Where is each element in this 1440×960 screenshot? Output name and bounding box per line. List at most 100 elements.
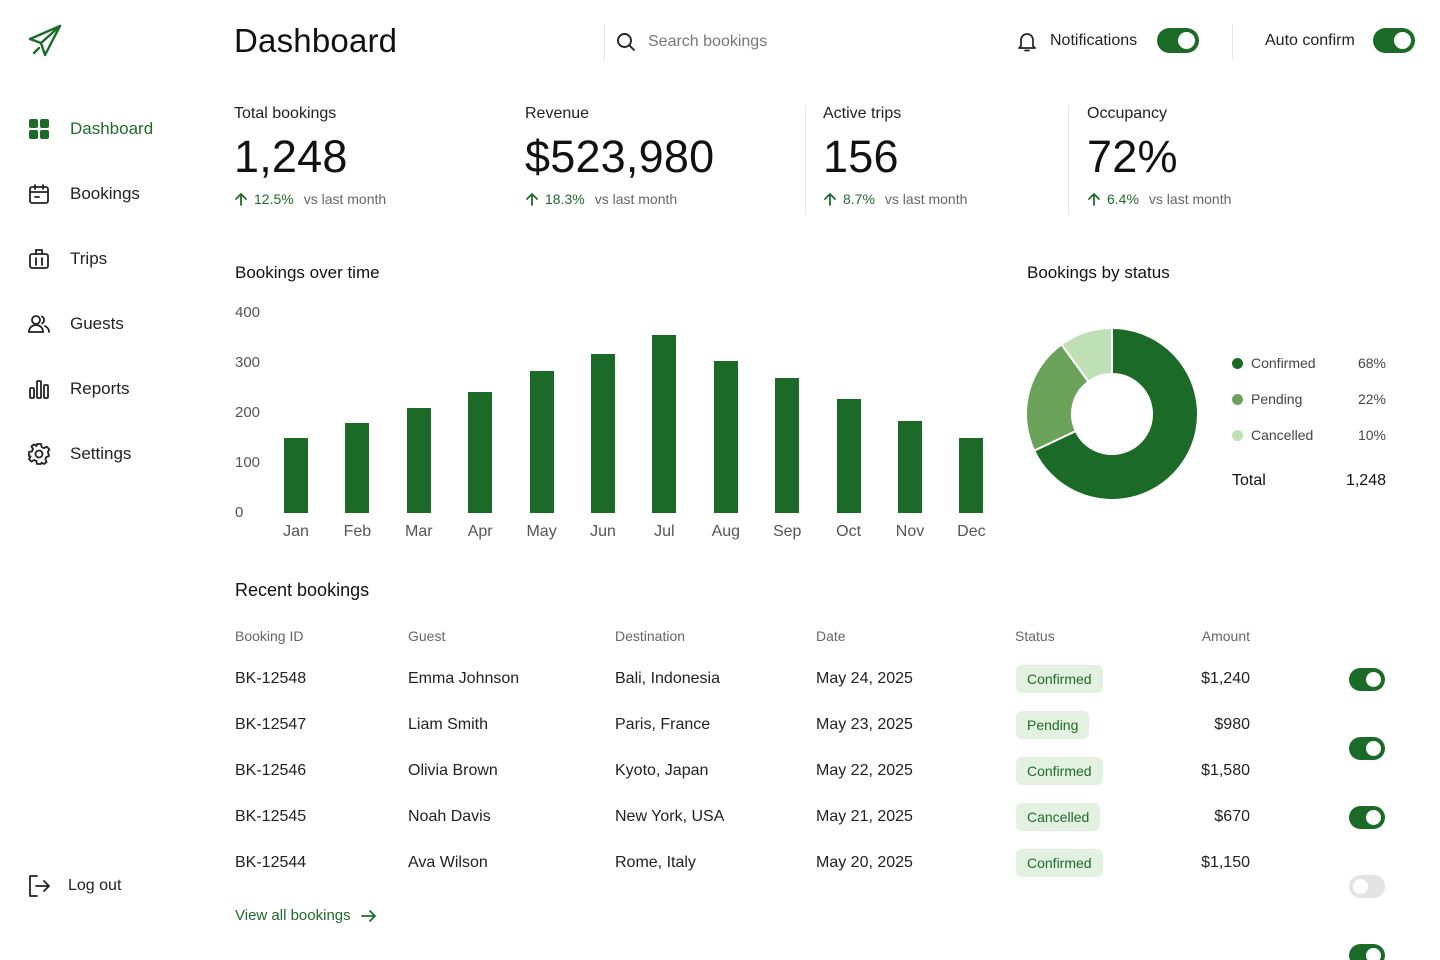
bar-may[interactable]	[529, 370, 554, 513]
booking-id-cell: BK-12548	[235, 670, 307, 687]
legend-value: 68%	[1357, 355, 1386, 371]
search-input[interactable]	[648, 33, 948, 51]
legend-label: Pending	[1251, 391, 1303, 407]
bar-jun[interactable]	[591, 354, 615, 513]
table-row[interactable]: BK-12544 Ava Wilson Rome, Italy May 20, 202…	[0, 92, 1440, 960]
destination-cell: New York, USA	[615, 808, 725, 825]
search-bar[interactable]	[616, 28, 976, 56]
auto-confirm-toggle[interactable]	[1372, 28, 1415, 53]
donut-slice-confirmed[interactable]	[1032, 326, 1199, 501]
table-row[interactable]: BK-12548 Emma Johnson Bali, Indonesia May 2…	[0, 0, 1440, 693]
bar-jan[interactable]	[284, 438, 308, 513]
column-header-destination[interactable]: Destination	[615, 628, 686, 644]
stat-value: 1,248	[234, 131, 348, 182]
column-header-amount[interactable]: Amount	[1201, 628, 1250, 644]
bar-nov[interactable]	[898, 420, 922, 513]
booking-toggle[interactable]	[1349, 668, 1385, 691]
logout-label: Log out	[68, 877, 122, 894]
donut-slice-cancelled[interactable]	[1060, 326, 1113, 384]
date-cell: May 22, 2025	[816, 762, 913, 779]
bell-icon[interactable]	[1016, 30, 1038, 52]
stat-compare: vs last month	[303, 191, 387, 207]
x-tick-label: Nov	[895, 523, 925, 540]
guest-cell: Noah Davis	[408, 808, 491, 825]
destination-cell: Bali, Indonesia	[615, 670, 720, 687]
stat-card-occupancy: Occupancy 72% 6.4% vs last month	[1087, 105, 1231, 207]
view-all-bookings-link[interactable]: View all bookings	[235, 907, 377, 924]
stat-divider	[1068, 105, 1069, 215]
bar-sep[interactable]	[775, 378, 800, 513]
status-badge: Confirmed	[1016, 665, 1103, 693]
legend-total: Total 1,248	[1232, 472, 1386, 490]
guest-cell: Liam Smith	[408, 716, 489, 733]
arrow-up-icon	[1087, 192, 1101, 206]
column-header-date[interactable]: Date	[816, 628, 846, 644]
bar-aug[interactable]	[713, 360, 738, 513]
sidebar-item-guests[interactable]: Guests	[26, 309, 124, 339]
x-tick-label: Feb	[343, 523, 372, 540]
amount-cell: $980	[1214, 716, 1250, 733]
amount-cell: $1,580	[1201, 762, 1250, 779]
sidebar-item-settings[interactable]: Settings	[26, 439, 131, 469]
bar-feb[interactable]	[345, 423, 370, 513]
booking-toggle[interactable]	[1349, 737, 1385, 760]
sidebar-item-label: Trips	[70, 249, 108, 268]
stat-label: Total bookings	[234, 105, 337, 122]
x-tick-label: Mar	[405, 523, 433, 540]
bar-oct[interactable]	[836, 399, 861, 513]
legend-dot	[1232, 393, 1243, 405]
sidebar-item-bookings[interactable]: Bookings	[26, 179, 140, 209]
donut-slice-pending[interactable]	[1025, 343, 1090, 452]
table-row[interactable]: BK-12547 Liam Smith Paris, France May 23, 2…	[0, 23, 1440, 760]
y-tick-label: 300	[235, 354, 261, 371]
bar-apr[interactable]	[468, 392, 493, 513]
stat-card-active-trips: Active trips 156 8.7% vs last month	[823, 105, 967, 207]
table-row[interactable]: BK-12546 Olivia Brown Kyoto, Japan May 22, …	[0, 46, 1440, 829]
bookings-bar-chart: 0 100 200 300 400 Jan Feb Mar Apr May Jun Jul Aug Sep…	[230, 300, 990, 550]
y-tick-label: 200	[235, 404, 261, 421]
plane-icon[interactable]	[26, 22, 64, 60]
arrow-right-icon	[351, 909, 377, 923]
sidebar-item-trips[interactable]: Trips	[26, 244, 107, 274]
booking-id-cell: BK-12545	[235, 808, 307, 825]
bar-jul[interactable]	[652, 334, 677, 513]
x-tick-label: May	[526, 523, 557, 540]
sidebar-item-reports[interactable]: Reports	[26, 374, 130, 404]
search-icon[interactable]	[616, 32, 636, 52]
booking-toggle[interactable]	[1349, 944, 1385, 960]
column-header-guest[interactable]: Guest	[408, 628, 446, 644]
sidebar-item-label: Dashboard	[70, 119, 154, 138]
logout-button[interactable]: Log out	[26, 873, 121, 899]
stat-divider	[805, 105, 806, 215]
x-tick-label: Jan	[283, 523, 309, 540]
logout-icon	[26, 873, 52, 899]
table-row[interactable]: BK-12545 Noah Davis New York, USA May 21, 2…	[0, 69, 1440, 898]
x-tick-label: Aug	[711, 523, 741, 540]
column-header-status[interactable]: Status	[1015, 628, 1055, 644]
bar-chart-icon	[26, 376, 52, 402]
stat-change: 18.3%	[545, 191, 585, 207]
y-tick-label: 100	[235, 454, 261, 471]
page-title: Dashboard	[234, 22, 398, 59]
legend-label: Cancelled	[1251, 427, 1314, 443]
status-badge: Pending	[1016, 711, 1090, 739]
bar-mar[interactable]	[406, 408, 431, 513]
sidebar-item-label: Reports	[70, 379, 130, 398]
stat-value: 156	[823, 131, 899, 182]
bar-dec[interactable]	[959, 438, 984, 513]
view-all-label: View all bookings	[235, 907, 351, 924]
sidebar-item-dashboard[interactable]: Dashboard	[26, 114, 153, 144]
column-header-booking-id[interactable]: Booking ID	[235, 628, 304, 644]
notifications-toggle[interactable]	[1157, 28, 1200, 53]
date-cell: May 24, 2025	[816, 670, 913, 687]
legend-cancelled: Cancelled 10%	[1232, 427, 1386, 443]
calendar-icon	[26, 181, 52, 207]
stat-compare: vs last month	[884, 191, 968, 207]
arrow-up-icon	[525, 192, 539, 206]
booking-toggle[interactable]	[1349, 875, 1385, 898]
status-badge: Cancelled	[1016, 803, 1101, 831]
amount-cell: $1,150	[1201, 854, 1250, 871]
x-tick-label: Sep	[772, 523, 802, 540]
booking-toggle[interactable]	[1349, 806, 1385, 829]
luggage-icon	[26, 246, 52, 272]
